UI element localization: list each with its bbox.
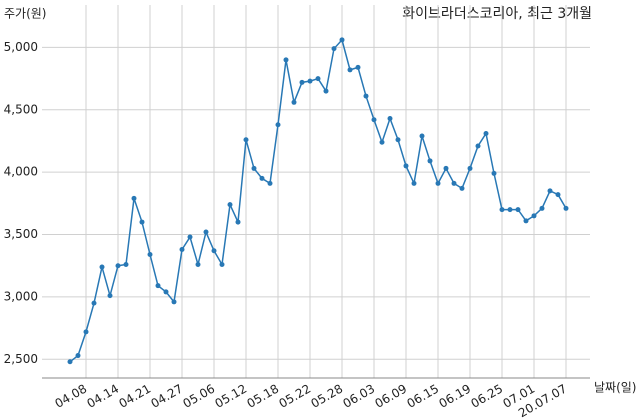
point — [523, 218, 529, 224]
point — [267, 180, 273, 186]
point — [547, 188, 553, 194]
point — [531, 213, 537, 219]
point — [499, 207, 505, 213]
point — [403, 163, 409, 169]
point — [395, 137, 401, 143]
x-tick-label: 05.28 — [308, 382, 345, 411]
point — [155, 283, 161, 289]
point — [475, 143, 481, 149]
point — [387, 116, 393, 122]
chart-title: 화이브라더스코리아, 최근 3개월 — [402, 6, 592, 22]
point — [283, 57, 289, 63]
point — [179, 247, 185, 253]
point — [563, 205, 569, 211]
point — [211, 248, 217, 254]
point — [227, 202, 233, 208]
point — [131, 195, 137, 201]
point — [355, 64, 361, 70]
x-tick-label: 06.19 — [436, 382, 473, 411]
x-tick-label: 04.27 — [148, 382, 185, 411]
x-tick-label: 06.15 — [404, 382, 441, 411]
y-tick-label: 4,500 — [4, 102, 38, 116]
x-tick-label: 04.14 — [84, 382, 121, 411]
point — [331, 46, 337, 52]
y-axis-label: 주가(원) — [4, 7, 46, 21]
point — [67, 359, 73, 365]
point — [491, 170, 497, 176]
point — [379, 139, 385, 145]
point — [243, 137, 249, 143]
point — [443, 165, 449, 171]
point — [435, 180, 441, 186]
point — [235, 219, 241, 225]
point — [459, 185, 465, 191]
x-tick-label: 05.18 — [244, 382, 281, 411]
point — [115, 263, 121, 269]
point — [291, 99, 297, 105]
x-tick-label: 06.09 — [372, 382, 409, 411]
point — [107, 293, 113, 299]
x-tick-label: 04.21 — [116, 382, 153, 411]
point — [171, 299, 177, 305]
y-tick-label: 4,000 — [4, 165, 38, 179]
line — [69, 38, 567, 363]
point — [275, 122, 281, 128]
x-tick-label: 04.08 — [52, 382, 89, 411]
point — [187, 234, 193, 240]
point — [219, 261, 225, 267]
x-tick-label: 05.22 — [276, 382, 313, 411]
point — [139, 219, 145, 225]
point — [259, 175, 265, 181]
x-tick-label: 06.25 — [468, 382, 505, 411]
point — [363, 93, 369, 99]
point — [347, 67, 353, 73]
point — [371, 117, 377, 123]
point — [75, 353, 81, 359]
y-tick-label: 5,000 — [4, 40, 38, 54]
point — [483, 130, 489, 136]
x-tick-label: 05.12 — [212, 382, 249, 411]
point — [307, 78, 313, 84]
point — [123, 261, 129, 267]
point — [147, 251, 153, 257]
y-tick-label: 3,500 — [4, 227, 38, 241]
point — [251, 165, 257, 171]
x-axis-label: 날짜(일) — [594, 381, 636, 395]
x-tick-label: 06.03 — [340, 382, 377, 411]
y-tick-label: 3,000 — [4, 289, 38, 303]
y-tick-label: 2,500 — [4, 352, 38, 366]
point — [299, 79, 305, 85]
point — [515, 207, 521, 213]
point — [419, 133, 425, 139]
point — [507, 207, 513, 213]
point — [467, 165, 473, 171]
point — [99, 264, 105, 270]
point — [83, 329, 89, 335]
point — [451, 180, 457, 186]
point — [163, 289, 169, 295]
point — [411, 180, 417, 186]
point — [539, 205, 545, 211]
x-tick-label: 05.06 — [180, 382, 217, 411]
point — [339, 37, 345, 43]
point — [91, 300, 97, 306]
point — [203, 229, 209, 235]
point — [315, 76, 321, 82]
point — [195, 261, 201, 267]
point — [323, 88, 329, 94]
point — [427, 158, 433, 164]
point — [555, 192, 561, 198]
